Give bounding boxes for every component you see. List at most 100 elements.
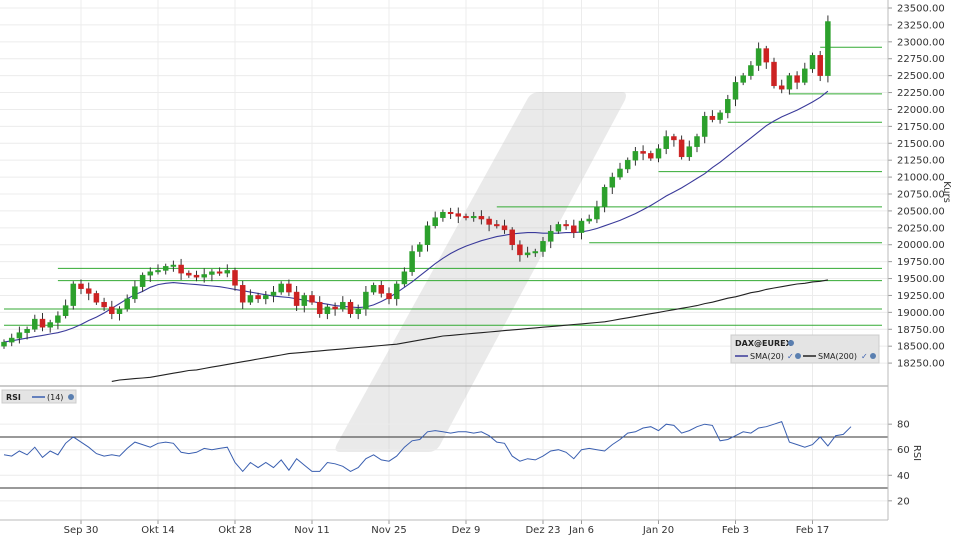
sma-legend: DAX@EUREX SMA(20) ✓ SMA(200) ✓ (730, 334, 880, 364)
watermark-logo (335, 92, 626, 452)
check-icon: ✓ (787, 352, 794, 361)
price-tick-label: 18250.00 (897, 359, 945, 370)
candle-body (70, 283, 77, 306)
candle-body (709, 115, 716, 120)
candle-body (694, 136, 700, 147)
candle-body (786, 75, 793, 90)
price-tick-label: 23000.00 (897, 37, 945, 48)
candle-body (432, 217, 438, 227)
candle-body (239, 285, 246, 303)
price-tick-label: 21750.00 (897, 122, 945, 133)
candle-body (763, 48, 770, 63)
candle-body (424, 225, 431, 245)
candles (1, 15, 831, 349)
price-tick-label: 18500.00 (897, 342, 945, 353)
candle-body (39, 318, 46, 328)
candle-body (116, 308, 123, 314)
candle-body (701, 115, 708, 137)
candle-body (309, 295, 315, 303)
candle-body (486, 218, 492, 225)
x-tick-label: Feb 3 (722, 525, 749, 536)
candle-body (447, 212, 454, 215)
rsi-series-line (3, 420, 852, 473)
price-tick-label: 22000.00 (897, 105, 945, 116)
candle-body (509, 229, 515, 245)
candle-body (617, 168, 623, 178)
candle-body (740, 75, 746, 83)
candle-body (270, 291, 277, 296)
x-axis: Sep 30 Okt 14 Okt 28 Nov 11 Nov 25 Dez 9 Dez 2… (64, 520, 829, 536)
candle-body (655, 148, 662, 159)
x-tick-label: Dez 9 (452, 525, 481, 536)
price-axis: 18250.00 18500.00 18750.00 19000.00 19250.00… (888, 4, 945, 370)
candle-body (463, 216, 469, 219)
candle-body (24, 329, 30, 333)
candle-body (632, 151, 639, 161)
candle-body (32, 318, 38, 330)
candle-body (755, 48, 762, 66)
candle-body (624, 159, 631, 170)
candle-body (332, 306, 338, 310)
globe-icon (795, 353, 801, 359)
x-tick-label: Dez 23 (525, 525, 560, 536)
candle-body (209, 271, 215, 275)
candle-body (378, 285, 385, 294)
candle-body (147, 271, 154, 276)
x-tick-label: Nov 25 (371, 525, 406, 536)
candle-body (170, 264, 177, 267)
candle-body (286, 283, 292, 293)
candle-body (232, 270, 238, 286)
candle-body (470, 216, 477, 219)
price-tick-label: 20500.00 (897, 206, 945, 217)
candle-body (478, 216, 485, 220)
globe-icon (788, 340, 794, 346)
candle-body (494, 224, 500, 227)
globe-icon (68, 394, 74, 400)
candle-body (648, 153, 654, 159)
candle-body (224, 270, 231, 274)
candle-body (778, 85, 785, 90)
price-tick-label: 21000.00 (897, 173, 945, 184)
candle-body (609, 176, 616, 188)
candle-body (455, 213, 462, 217)
candle-body (440, 212, 446, 218)
rsi-axis: 20 40 60 80 (888, 420, 910, 507)
sma20-line (3, 90, 829, 343)
candle-body (340, 301, 346, 310)
candle-body (193, 274, 200, 278)
candle-body (293, 291, 300, 306)
candle-body (601, 186, 608, 208)
candle-body (640, 151, 646, 154)
candle-body (540, 241, 546, 252)
candle-body (55, 315, 61, 323)
price-tick-label: 23500.00 (897, 4, 945, 15)
candle-body (201, 274, 207, 278)
candle-body (355, 308, 361, 314)
rsi-tick-label: 40 (897, 471, 910, 482)
sma20-legend: SMA(20) (750, 352, 784, 361)
rsi-tick-label: 20 (897, 496, 910, 507)
check-icon: ✓ (861, 352, 868, 361)
candle-body (571, 225, 577, 233)
price-tick-label: 20000.00 (897, 240, 945, 251)
price-axis-label: Kurs (941, 181, 952, 203)
price-tick-label: 22500.00 (897, 71, 945, 82)
candle-body (155, 270, 161, 273)
candle-body (578, 220, 585, 233)
candle-body (162, 266, 169, 271)
price-tick-label: 19250.00 (897, 291, 945, 302)
x-tick-label: Okt 28 (218, 525, 252, 536)
sma200-legend: SMA(200) (818, 352, 857, 361)
candle-body (301, 295, 308, 306)
rsi-legend: RSI (14) (1, 389, 77, 404)
candle-body (409, 251, 415, 273)
price-tick-label: 22750.00 (897, 54, 945, 65)
candle-body (8, 337, 15, 343)
candle-body (263, 295, 269, 300)
candle-body (809, 55, 816, 70)
price-tick-label: 21250.00 (897, 156, 945, 167)
candle-body (586, 218, 592, 222)
candle-body (794, 75, 800, 83)
